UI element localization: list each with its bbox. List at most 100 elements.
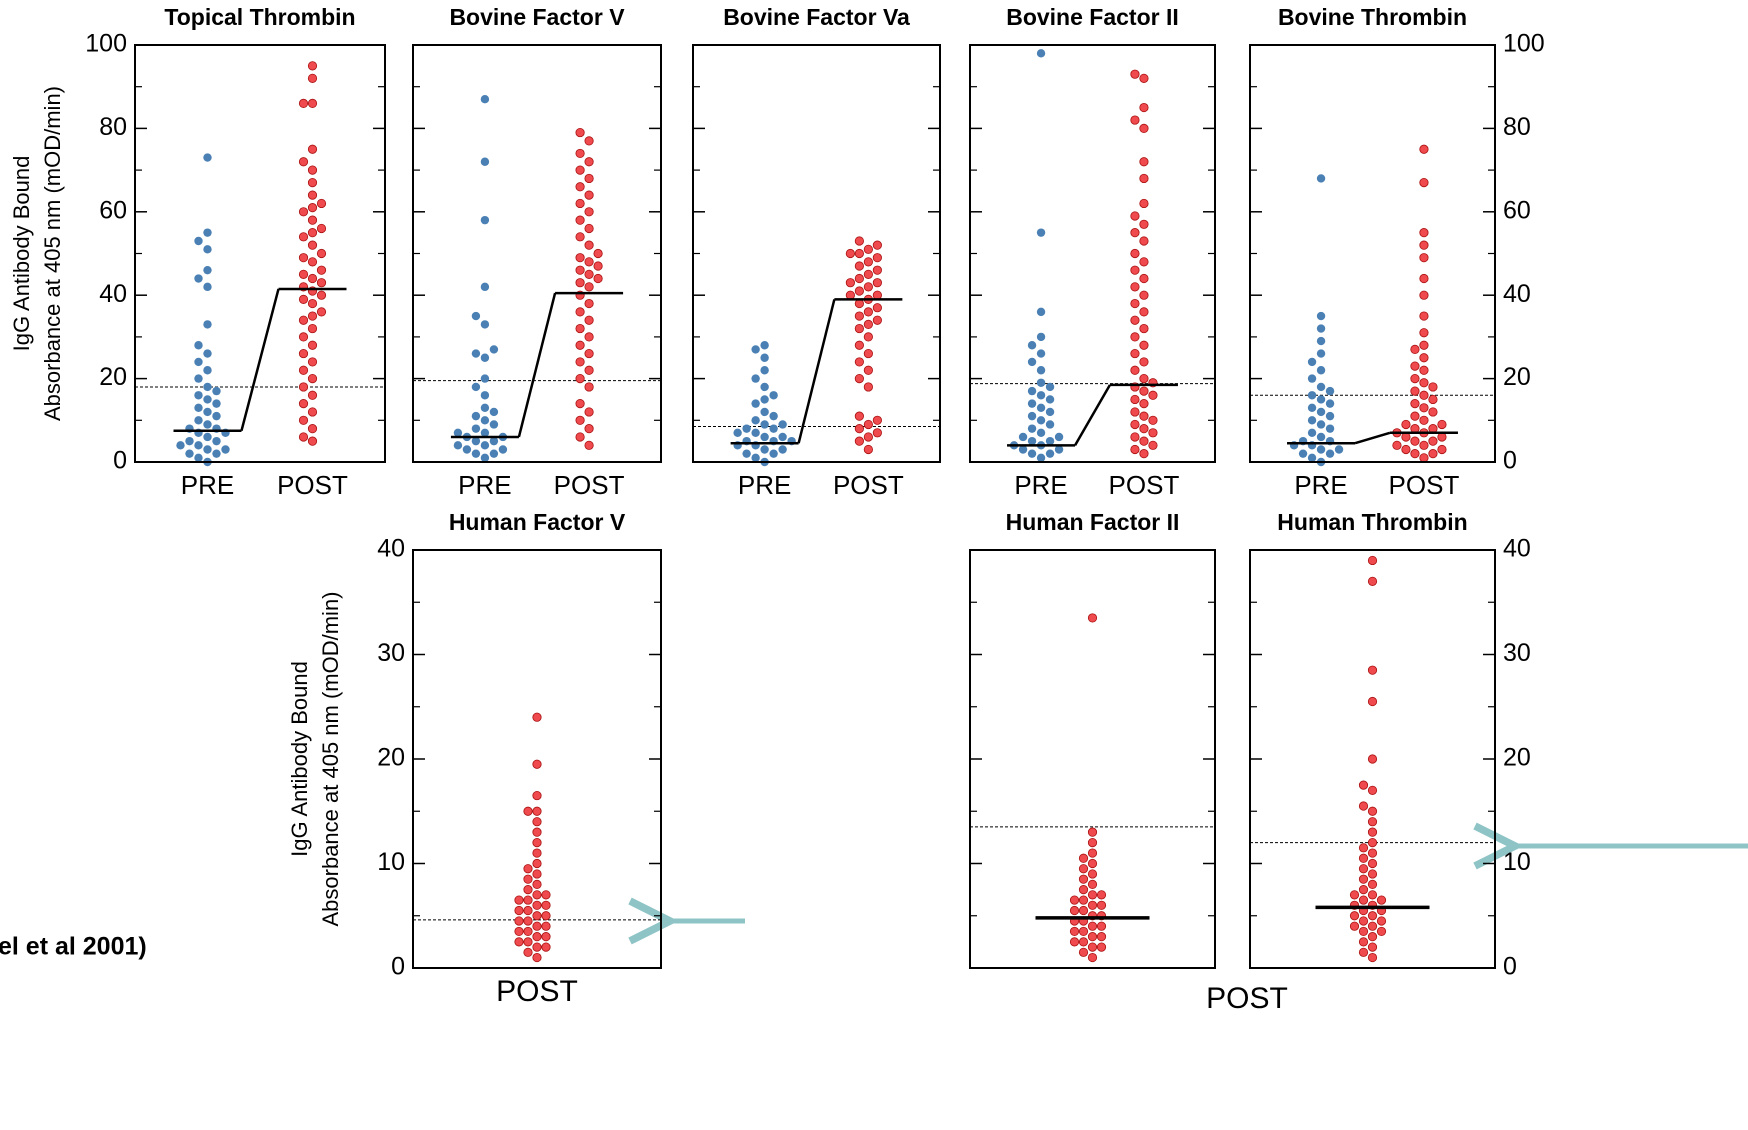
data-point bbox=[575, 165, 585, 175]
data-point bbox=[498, 445, 508, 454]
data-point bbox=[1349, 890, 1360, 900]
data-point bbox=[1325, 424, 1335, 433]
y-axis-label: IgG Antibody Bound bbox=[9, 156, 34, 352]
data-point bbox=[854, 340, 864, 350]
data-point bbox=[863, 282, 873, 292]
data-point bbox=[863, 365, 873, 375]
data-point bbox=[1045, 407, 1055, 417]
data-point bbox=[1130, 315, 1140, 325]
data-point bbox=[1367, 806, 1378, 816]
y-tick-label: 100 bbox=[85, 30, 127, 58]
data-point bbox=[316, 265, 327, 275]
data-point bbox=[1139, 386, 1149, 396]
y-tick-label: 30 bbox=[1503, 639, 1531, 667]
data-point bbox=[760, 420, 769, 429]
data-point bbox=[1437, 444, 1447, 455]
data-point bbox=[194, 441, 203, 450]
data-point bbox=[1139, 219, 1149, 229]
data-point bbox=[532, 712, 542, 722]
data-point bbox=[584, 240, 594, 250]
data-point bbox=[221, 445, 230, 454]
data-point bbox=[1428, 407, 1438, 417]
data-point bbox=[1316, 445, 1326, 454]
data-point bbox=[584, 424, 594, 434]
data-point bbox=[575, 399, 585, 409]
data-point bbox=[212, 436, 221, 446]
data-point bbox=[1087, 827, 1098, 837]
data-point bbox=[863, 348, 873, 359]
data-point bbox=[863, 319, 873, 329]
data-point bbox=[1367, 869, 1378, 879]
data-point bbox=[212, 399, 221, 408]
data-point bbox=[212, 411, 221, 421]
data-point bbox=[575, 373, 585, 384]
data-point bbox=[575, 215, 585, 225]
data-point bbox=[307, 240, 318, 250]
data-point bbox=[1358, 780, 1369, 790]
data-point bbox=[480, 416, 490, 425]
data-point bbox=[1401, 444, 1411, 455]
data-point bbox=[1307, 403, 1317, 412]
data-point bbox=[1428, 449, 1438, 459]
data-point bbox=[1130, 211, 1140, 221]
data-point bbox=[1018, 432, 1028, 442]
data-point bbox=[1316, 311, 1326, 321]
data-point bbox=[203, 445, 212, 454]
data-point bbox=[1069, 937, 1080, 947]
data-point bbox=[480, 374, 490, 383]
data-point bbox=[298, 269, 309, 279]
data-point bbox=[854, 236, 864, 246]
data-point bbox=[872, 240, 882, 250]
data-point bbox=[471, 424, 481, 433]
data-point bbox=[453, 441, 463, 450]
data-point bbox=[307, 390, 318, 400]
y-tick-label: 80 bbox=[99, 113, 127, 141]
data-point bbox=[1027, 399, 1037, 408]
data-point bbox=[532, 911, 542, 921]
data-point bbox=[489, 420, 499, 429]
data-point bbox=[760, 382, 769, 392]
data-point bbox=[1087, 848, 1098, 858]
data-point bbox=[532, 790, 542, 801]
data-point bbox=[1130, 282, 1140, 292]
data-point bbox=[778, 432, 787, 442]
data-point bbox=[1367, 827, 1378, 837]
x-tick-label: PRE bbox=[738, 470, 791, 500]
data-point bbox=[1139, 436, 1149, 446]
data-point bbox=[575, 323, 585, 334]
data-point bbox=[532, 837, 542, 848]
data-point bbox=[1027, 357, 1037, 367]
data-point bbox=[523, 874, 533, 884]
data-point bbox=[532, 848, 542, 858]
data-point bbox=[854, 373, 864, 384]
data-point bbox=[863, 332, 873, 342]
data-point bbox=[872, 265, 882, 275]
data-point bbox=[532, 759, 542, 769]
data-point bbox=[584, 382, 594, 392]
data-point bbox=[769, 391, 778, 400]
data-point bbox=[854, 323, 864, 334]
y-tick-label: 10 bbox=[1503, 848, 1531, 876]
data-point bbox=[1036, 332, 1046, 342]
data-point bbox=[532, 817, 542, 827]
data-point bbox=[1139, 424, 1149, 434]
x-tick-label: PRE bbox=[1294, 470, 1347, 500]
data-point bbox=[1139, 449, 1149, 459]
data-point bbox=[307, 178, 318, 188]
x-tick-label: POST bbox=[554, 470, 625, 500]
data-point bbox=[489, 407, 499, 417]
data-point bbox=[1087, 858, 1098, 869]
data-point bbox=[1419, 453, 1429, 463]
data-point bbox=[480, 403, 490, 412]
data-point bbox=[480, 428, 490, 438]
data-point bbox=[298, 315, 309, 325]
data-point bbox=[1307, 428, 1317, 438]
data-point bbox=[203, 420, 212, 429]
data-point bbox=[298, 294, 309, 304]
data-point bbox=[194, 403, 203, 412]
data-point bbox=[872, 315, 882, 325]
data-point bbox=[751, 416, 760, 425]
data-point bbox=[1419, 403, 1429, 413]
data-point bbox=[1367, 817, 1378, 827]
